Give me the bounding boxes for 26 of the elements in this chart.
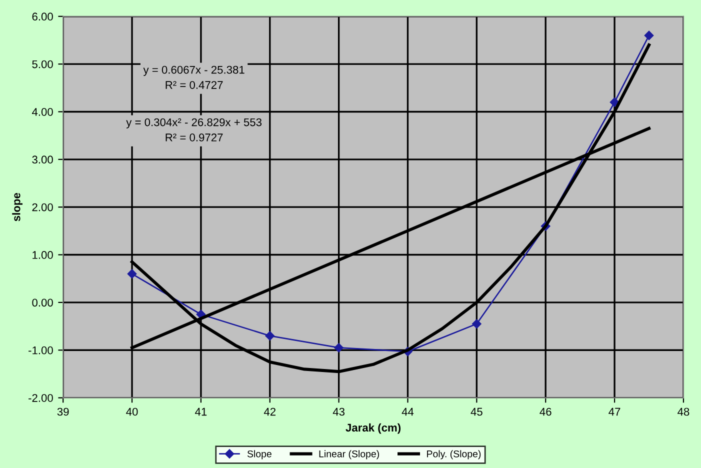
x-tick-label: 41 [195, 408, 207, 416]
y-tick-label: 3.00 [32, 156, 53, 164]
x-tick-label: 40 [126, 408, 138, 416]
y-tick-label: 4.00 [32, 108, 53, 116]
y-tick-label: 5.00 [32, 60, 53, 68]
x-tick-label: 47 [608, 408, 620, 416]
y-tick-label: 2.00 [32, 203, 53, 212]
y-tick-label: 1.00 [32, 251, 53, 259]
annotation: y = 0.6067x - 25.381 R² = 0.4727 [143, 66, 244, 89]
annotation: y = 0.304x² - 26.829x + 553 R² = 0.9727 [126, 118, 262, 142]
x-tick-label: 44 [402, 408, 414, 416]
x-tick-label: 45 [470, 408, 482, 416]
y-axis-title: slope [12, 192, 22, 222]
x-tick-label: 43 [332, 408, 345, 416]
y-tick-label: -2.00 [28, 394, 53, 402]
x-tick-label: 39 [57, 408, 69, 416]
y-tick-label: 0.00 [32, 298, 53, 307]
legend-label: Linear (Slope) [319, 450, 380, 460]
x-tick-label: 42 [264, 408, 276, 416]
x-tick-label: 46 [540, 408, 552, 416]
x-axis-title: Jarak (cm) [346, 423, 401, 434]
legend-label: Poly. (Slope) [427, 450, 481, 460]
legend-label: Slope [247, 450, 272, 460]
y-tick-label: 6.00 [32, 12, 53, 21]
y-tick-label: -1.00 [28, 346, 53, 354]
x-tick-label: 48 [678, 408, 690, 416]
